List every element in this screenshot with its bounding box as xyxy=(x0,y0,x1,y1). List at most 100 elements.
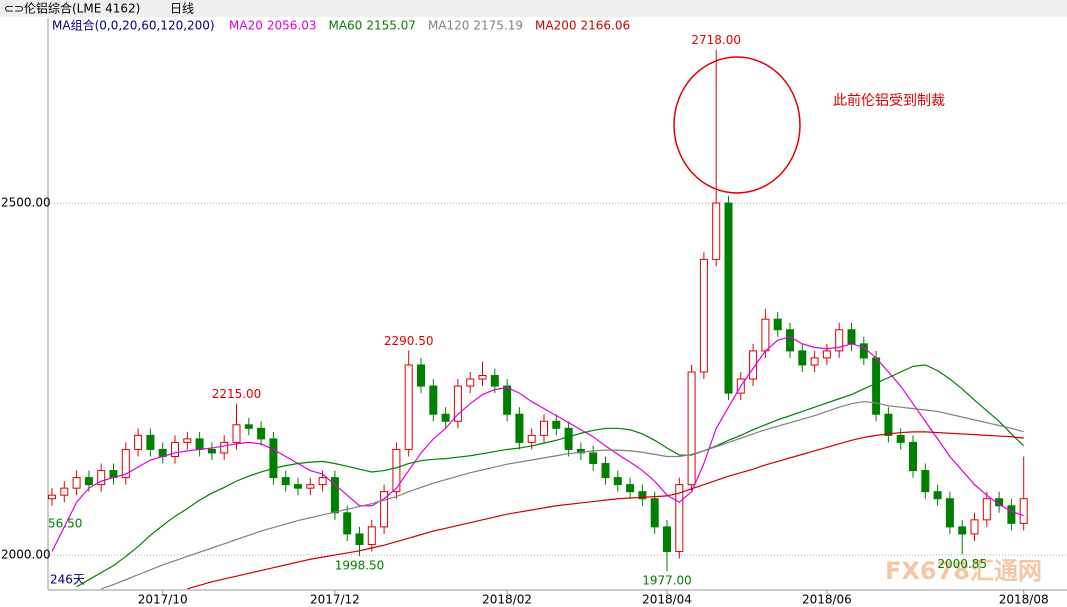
low-label: 1998.50 xyxy=(335,559,385,573)
candle-body xyxy=(97,470,106,486)
candle-body xyxy=(909,441,917,472)
candle-body xyxy=(626,484,635,493)
candle-body xyxy=(663,526,671,553)
candle-body xyxy=(515,413,524,443)
candle-body xyxy=(527,434,536,443)
candle-body xyxy=(798,350,807,366)
x-tick-label: 2017/10 xyxy=(138,593,188,607)
candle-body xyxy=(589,452,598,465)
watermark: FX678汇通网 xyxy=(885,557,1042,585)
candle-body xyxy=(859,343,868,359)
x-tick-label: 2018/04 xyxy=(642,593,692,607)
candle-body xyxy=(872,357,881,415)
candle-body xyxy=(134,434,143,450)
candle-body xyxy=(220,441,229,454)
highlight-circle xyxy=(673,56,801,194)
candle-body xyxy=(60,487,69,496)
candle-body xyxy=(896,434,905,443)
candle-body xyxy=(392,448,401,493)
ma-line xyxy=(51,336,1024,552)
period-count: 246天 xyxy=(50,573,85,587)
candle-body xyxy=(847,329,856,345)
legend-name: MA200 xyxy=(535,19,576,33)
candle-body xyxy=(244,424,253,429)
y-tick-label: 2500.00 xyxy=(1,196,51,210)
ma-line xyxy=(101,400,1024,590)
legend-value: 2155.07 xyxy=(366,19,416,33)
legend-name: MA120 xyxy=(428,19,469,33)
header-period[interactable]: 日线 xyxy=(170,2,194,16)
legend-value: 2175.19 xyxy=(473,19,523,33)
candle-body xyxy=(72,477,81,489)
candle-body xyxy=(601,463,610,479)
candle-body xyxy=(195,438,204,450)
candle-body xyxy=(257,427,266,440)
candle-body xyxy=(650,498,659,528)
candle-body xyxy=(48,494,56,500)
high-label: 2718.00 xyxy=(691,33,741,47)
candle-body xyxy=(921,470,930,493)
legend-name: MA20 xyxy=(229,19,263,33)
candle-body xyxy=(171,441,179,457)
candle-body xyxy=(294,484,302,489)
x-tick-label: 2017/12 xyxy=(310,593,360,607)
candle-body xyxy=(958,526,967,535)
candle-body xyxy=(613,477,622,486)
candle-body xyxy=(367,526,376,545)
candle-body xyxy=(1019,498,1028,524)
candle-body xyxy=(576,448,585,454)
candle-body xyxy=(121,448,130,479)
candle-body xyxy=(945,498,954,528)
candle-body xyxy=(822,350,831,359)
candle-body xyxy=(810,357,819,366)
candle-body xyxy=(466,378,475,387)
header-icon: ⊂⊃ xyxy=(4,2,24,16)
low-label: 2000.85 xyxy=(937,557,987,571)
x-tick-label: 2018/08 xyxy=(999,593,1049,607)
candle-body xyxy=(749,350,758,380)
candle-body xyxy=(232,424,241,443)
candle-body xyxy=(306,484,315,489)
candle-body xyxy=(761,318,770,352)
candle-body xyxy=(355,533,364,545)
header-bar xyxy=(0,0,1067,17)
candle-body xyxy=(146,434,155,450)
candle-body xyxy=(773,318,782,331)
candle-body xyxy=(380,491,389,528)
low-label: 1977.00 xyxy=(642,574,692,588)
candle-body xyxy=(343,512,352,535)
ma-line xyxy=(76,364,1025,588)
candle-body xyxy=(712,202,721,260)
candle-body xyxy=(207,448,216,454)
candle-body xyxy=(982,498,991,521)
high-label: 2215.00 xyxy=(212,387,262,401)
annotation: 此前伦铝受到制裁 xyxy=(833,92,945,109)
x-tick-label: 2018/02 xyxy=(482,593,532,607)
legend-value: 2166.06 xyxy=(581,19,631,33)
candle-body xyxy=(453,385,462,422)
candle-body xyxy=(417,364,425,387)
candle-body xyxy=(404,364,413,450)
edge-label: 56.50 xyxy=(48,517,82,531)
legend-value: 2056.03 xyxy=(267,19,317,33)
candle-body xyxy=(699,258,708,373)
candle-body xyxy=(318,477,327,486)
candle-body xyxy=(786,329,794,352)
candle-body xyxy=(564,427,573,450)
ma-line xyxy=(187,431,1024,590)
candle-body xyxy=(269,438,278,479)
candle-body xyxy=(638,491,647,500)
candle-body xyxy=(183,438,192,443)
legend-name: MA60 xyxy=(328,19,362,33)
candle-body xyxy=(675,484,684,553)
indicator[interactable]: MA组合(0,0,20,60,120,200) xyxy=(52,18,215,33)
candle-body xyxy=(724,202,733,394)
candle-body xyxy=(1007,505,1016,524)
candle-body xyxy=(884,413,893,436)
candle-body xyxy=(281,477,290,486)
candle-body xyxy=(330,477,339,514)
candle-body xyxy=(835,329,844,352)
